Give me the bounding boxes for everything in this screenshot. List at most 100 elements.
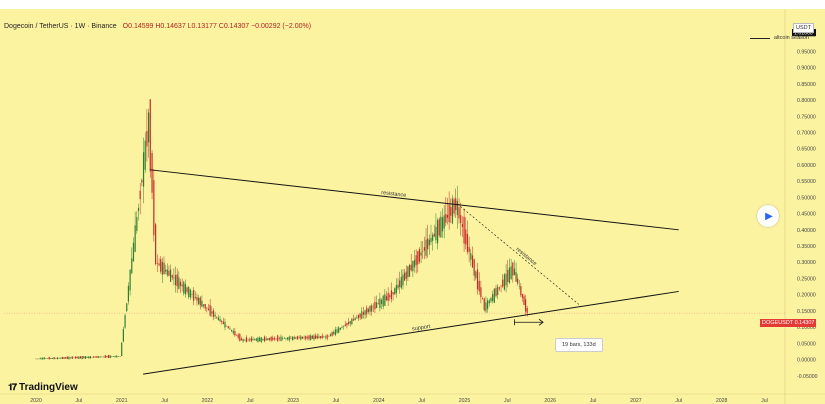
candle-body [239, 333, 241, 342]
candle-body [374, 301, 376, 310]
currency-label[interactable]: USDT [793, 23, 814, 33]
candle-body [104, 355, 106, 358]
candle-body [235, 334, 238, 336]
candle-body [73, 357, 75, 359]
trendline-label: resistance [514, 247, 537, 268]
candle-body [324, 336, 327, 338]
candle-body [338, 327, 340, 333]
candle-body [410, 264, 412, 271]
candle-body [389, 295, 391, 297]
candle-body [372, 306, 374, 308]
candle-body [267, 338, 269, 341]
candle-body [503, 274, 506, 290]
candle-body [505, 273, 507, 286]
candle-body [361, 311, 363, 319]
candle-body [53, 357, 55, 360]
candle-body [252, 339, 254, 341]
candle-body [334, 329, 337, 336]
candle-body [428, 239, 430, 246]
candle-body [146, 130, 148, 147]
candle-body [230, 329, 233, 332]
candle-body [222, 321, 224, 325]
candle-body [66, 356, 68, 359]
y-tick-label: -0.05000 [797, 374, 818, 380]
candle-body [93, 356, 95, 358]
candle-body [144, 140, 146, 170]
candle-body [288, 336, 290, 341]
last-price-tag: DOGEUSDT 0.14307 [760, 319, 817, 327]
candle-body [346, 323, 348, 326]
candle-body [450, 207, 452, 216]
y-tick-label: 0.35000 [797, 244, 816, 250]
candle-body [364, 310, 366, 316]
candle-body [278, 338, 280, 339]
candle-body [163, 262, 165, 275]
candle-body [510, 266, 512, 280]
y-tick-label: 0.25000 [797, 276, 816, 282]
trendline-resistance [150, 169, 679, 231]
candle-body [417, 251, 419, 265]
candle-body [470, 253, 472, 260]
y-tick-label: 0.05000 [797, 341, 816, 347]
candle-body [526, 308, 528, 314]
legend-line-icon [749, 37, 770, 39]
candle-body [282, 338, 284, 339]
y-tick-label: 0.85000 [797, 82, 816, 88]
candle-body [196, 297, 198, 301]
candle-body [356, 317, 358, 319]
candle-body [427, 238, 429, 250]
candle-body [475, 271, 477, 279]
candle-body [169, 269, 172, 282]
candle-body [55, 358, 57, 359]
candle-body [50, 357, 52, 359]
y-tick-label: 0.95000 [797, 49, 816, 55]
replay-button[interactable]: ▶ [757, 205, 779, 227]
candle-body [211, 311, 213, 314]
candle-body [523, 296, 525, 305]
candle-body [60, 357, 62, 359]
y-tick-label: 0.55000 [797, 179, 816, 185]
candle-body [40, 357, 42, 360]
candle-body [65, 357, 67, 359]
candle-body [168, 270, 170, 276]
y-tick-label: 0.15000 [797, 309, 816, 315]
candle-body [258, 337, 261, 342]
candle-body [216, 316, 218, 318]
candle-body [275, 338, 277, 340]
candle-body [56, 357, 59, 360]
candle-body [221, 320, 223, 322]
candle-body [234, 331, 236, 336]
candle-body [68, 356, 70, 360]
candle-body [109, 355, 111, 359]
y-tick-label: 0.30000 [797, 260, 816, 266]
candle-body [242, 339, 244, 342]
y-tick-label: 0.80000 [797, 98, 816, 104]
candle-body [344, 324, 346, 327]
candle-body [303, 337, 305, 339]
candle-body [493, 288, 495, 303]
candle-body [476, 269, 479, 290]
candle-body [359, 313, 361, 318]
candle-body [430, 237, 432, 243]
candle-body [517, 278, 519, 284]
candle-body [70, 357, 72, 359]
symbol-title: Dogecoin / TetherUS · 1W · Binance [4, 23, 117, 30]
candle-body [265, 338, 267, 340]
y-tick-label: 0.40000 [797, 228, 816, 234]
candle-body [443, 215, 445, 229]
trendline-support [143, 290, 679, 375]
candle-body [254, 339, 256, 340]
candle-body [181, 284, 183, 287]
candle-body [114, 355, 116, 358]
x-tick-label: 2028 [716, 398, 728, 404]
candle-body [112, 356, 115, 357]
candle-body [400, 276, 402, 288]
price-chart[interactable]: 1.00000 0.95000 0.90000 0.85000 0.80000 0.750… [0, 9, 825, 404]
candle-body [300, 336, 302, 340]
candle-body [487, 300, 489, 309]
candle-body [147, 112, 150, 143]
trendline-label: support [412, 324, 432, 333]
candle-body [184, 283, 187, 295]
candle-body [291, 336, 294, 341]
candle-body [382, 295, 384, 307]
